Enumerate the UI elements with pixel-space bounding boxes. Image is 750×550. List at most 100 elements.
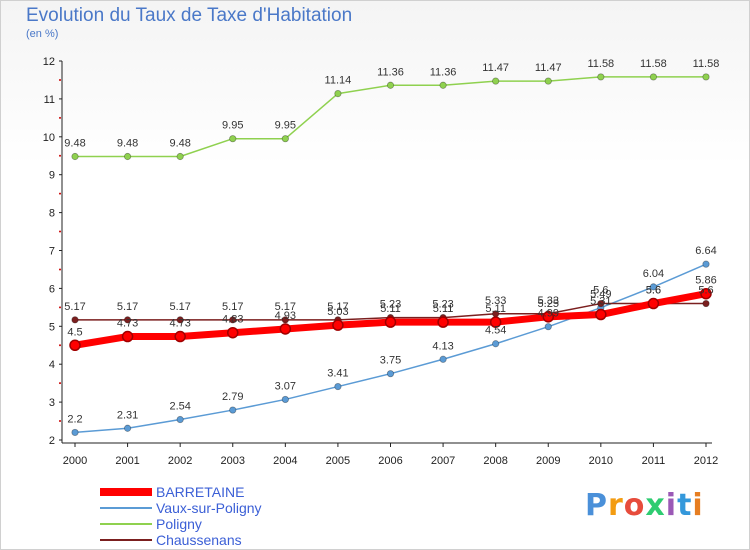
data-point <box>176 415 184 424</box>
data-point <box>386 370 395 378</box>
data-label: 4.73 <box>117 318 138 330</box>
y-minor-tick <box>59 116 61 119</box>
data-point <box>492 77 500 85</box>
x-tick-label: 2003 <box>221 455 245 467</box>
x-tick-label: 2004 <box>273 455 297 467</box>
data-point <box>123 316 132 324</box>
data-label: 2.79 <box>222 391 243 403</box>
data-label: 4.5 <box>67 326 82 338</box>
data-label: 5.6 <box>593 285 608 297</box>
data-label: 11.47 <box>535 62 562 74</box>
x-tick-label: 2002 <box>168 455 192 467</box>
data-point <box>647 297 660 310</box>
y-minor-tick <box>59 420 61 423</box>
data-point <box>71 428 79 437</box>
data-label: 3.75 <box>380 355 401 367</box>
data-label: 9.95 <box>222 120 243 132</box>
y-minor-tick <box>59 268 61 271</box>
y-tick-label: 2 <box>49 435 55 447</box>
x-tick-label: 2008 <box>483 455 507 467</box>
data-point <box>279 323 292 335</box>
data-point <box>229 406 237 414</box>
x-tick-label: 2011 <box>642 455 666 467</box>
data-label: 5.23 <box>432 299 453 311</box>
y-minor-tick <box>59 230 61 233</box>
data-label: 11.14 <box>325 75 352 87</box>
logo-letter: i <box>692 488 704 523</box>
data-point <box>227 326 239 339</box>
y-tick-label: 10 <box>43 132 55 144</box>
y-minor-tick <box>59 306 61 309</box>
data-label: 5.25 <box>538 298 559 310</box>
data-label: 5.17 <box>169 301 190 313</box>
legend-swatch <box>100 488 152 496</box>
chart-title: Evolution du Taux de Taxe d'Habitation <box>26 5 353 26</box>
y-minor-tick <box>59 192 61 195</box>
data-label: 11.58 <box>640 58 667 70</box>
data-point <box>597 73 605 81</box>
data-label: 6.04 <box>643 268 664 280</box>
data-point <box>544 77 552 85</box>
data-point <box>542 311 554 323</box>
logo-letter: o <box>623 488 646 523</box>
data-label: 5.17 <box>327 301 348 313</box>
data-point <box>176 152 184 161</box>
data-label: 11.36 <box>430 66 457 78</box>
legend-label: Poligny <box>156 516 202 532</box>
data-point <box>123 152 132 161</box>
data-label: 5.6 <box>698 285 713 297</box>
data-point <box>229 316 237 324</box>
data-label: 2.31 <box>117 409 138 421</box>
y-tick-label: 12 <box>43 56 55 68</box>
logo-letter: i <box>665 488 678 523</box>
data-label: 9.48 <box>64 138 85 150</box>
y-tick-label: 4 <box>49 359 55 371</box>
data-point <box>281 395 289 404</box>
data-label: 4.73 <box>169 318 190 330</box>
y-minor-tick <box>59 344 61 347</box>
y-minor-tick <box>59 382 61 385</box>
data-label: 5.49 <box>590 289 611 301</box>
data-label: 5.86 <box>695 275 716 287</box>
data-point <box>384 316 397 328</box>
chart-subtitle: (en %) <box>26 28 59 40</box>
data-label: 4.13 <box>432 340 453 352</box>
legend-swatch <box>100 539 152 541</box>
data-label: 5.11 <box>485 303 506 315</box>
data-point <box>597 299 605 308</box>
data-point <box>69 339 81 351</box>
data-point <box>700 287 712 300</box>
data-label: 5.6 <box>646 285 661 297</box>
y-tick-label: 11 <box>44 94 55 106</box>
data-label: 11.47 <box>482 62 509 74</box>
data-point <box>176 316 184 324</box>
data-point <box>649 73 658 81</box>
logo-letter: x <box>645 488 666 523</box>
data-point <box>123 424 132 432</box>
y-tick-label: 8 <box>49 208 55 220</box>
legend-label: Chaussenans <box>156 532 242 548</box>
data-label: 11.58 <box>693 58 720 70</box>
data-point <box>702 260 710 268</box>
y-tick-label: 9 <box>49 170 55 182</box>
data-label: 5.17 <box>275 301 296 313</box>
data-point <box>229 135 237 143</box>
data-label: 5.03 <box>327 306 348 318</box>
x-tick-label: 2006 <box>378 455 402 467</box>
data-label: 5.17 <box>222 301 243 313</box>
x-tick-label: 2007 <box>431 455 455 467</box>
data-point <box>121 330 134 343</box>
data-point <box>702 73 710 81</box>
data-point <box>437 316 449 328</box>
y-minor-tick <box>59 154 61 157</box>
data-point <box>386 81 395 89</box>
data-point <box>649 283 658 291</box>
data-point <box>281 135 289 143</box>
y-tick-label: 7 <box>49 246 55 258</box>
data-label: 2.54 <box>169 401 190 413</box>
data-label: 4.93 <box>275 310 296 322</box>
y-minor-tick <box>59 78 61 81</box>
data-point <box>595 308 607 321</box>
data-point <box>71 152 79 161</box>
